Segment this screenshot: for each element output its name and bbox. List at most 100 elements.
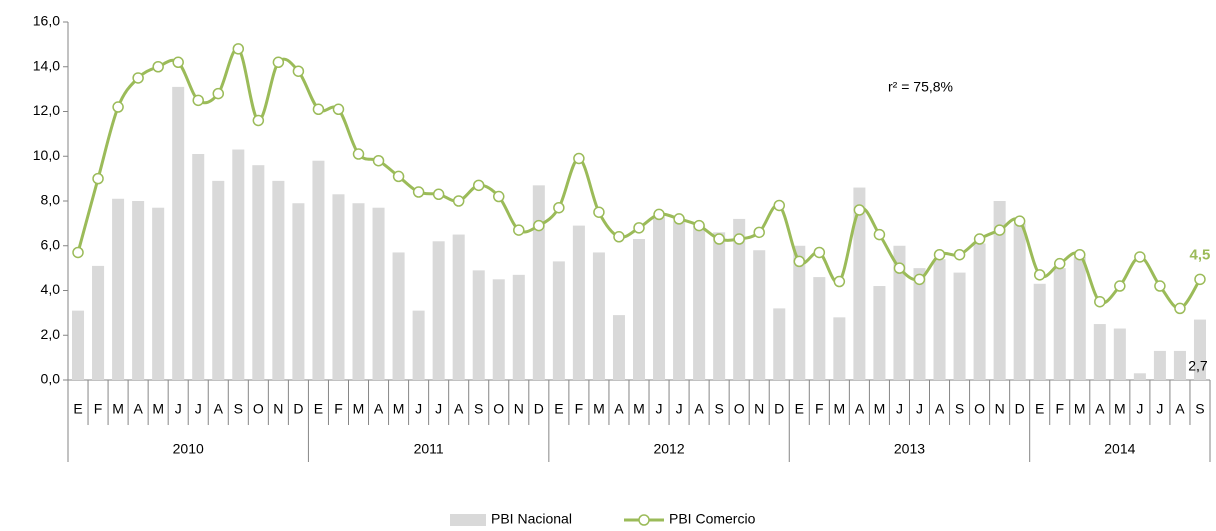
- x-tick-label: F: [815, 401, 824, 417]
- x-tick-label: J: [415, 401, 422, 417]
- line-marker: [733, 233, 745, 245]
- line-marker: [693, 219, 705, 232]
- bar: [72, 310, 85, 380]
- x-tick-label: O: [493, 401, 504, 417]
- line-marker: [272, 56, 285, 69]
- line-marker: [152, 61, 164, 73]
- bar: [973, 243, 986, 380]
- bar: [1053, 268, 1066, 380]
- bar: [1033, 283, 1046, 380]
- x-tick-label: F: [575, 401, 584, 417]
- x-tick-label: M: [593, 401, 605, 417]
- bar: [813, 277, 826, 380]
- x-tick-label: O: [253, 401, 264, 417]
- line-marker: [1033, 269, 1046, 281]
- x-tick-label: M: [1114, 401, 1126, 417]
- bar: [372, 207, 385, 380]
- bar: [392, 252, 405, 380]
- legend-label: PBI Nacional: [491, 511, 572, 527]
- y-tick-label: 2,0: [41, 326, 61, 342]
- line-marker: [312, 103, 325, 116]
- x-tick-label: N: [754, 401, 764, 417]
- line-marker: [533, 219, 545, 232]
- x-tick-label: D: [534, 401, 544, 417]
- bar: [753, 250, 766, 380]
- bar: [1173, 350, 1186, 380]
- bar: [112, 198, 125, 380]
- x-tick-label: E: [1035, 401, 1044, 417]
- x-tick-label: M: [152, 401, 164, 417]
- bar: [953, 272, 966, 380]
- x-tick-label: A: [694, 401, 704, 417]
- y-tick-label: 4,0: [41, 281, 61, 297]
- bar: [833, 317, 846, 380]
- bar: [252, 165, 265, 380]
- bar: [612, 315, 625, 380]
- bar: [673, 221, 686, 380]
- x-tick-label: O: [974, 401, 985, 417]
- x-tick-label: J: [1156, 401, 1163, 417]
- x-tick-label: A: [855, 401, 865, 417]
- line-marker: [973, 233, 986, 245]
- line-marker: [72, 246, 84, 259]
- x-tick-label: A: [374, 401, 384, 417]
- line-marker: [1013, 215, 1026, 227]
- y-tick-label: 16,0: [33, 13, 60, 29]
- line-marker: [573, 152, 585, 165]
- value-label: 2,7: [1188, 357, 1208, 373]
- line-marker: [633, 222, 645, 234]
- line-marker: [913, 273, 926, 286]
- x-tick-label: F: [94, 401, 103, 417]
- y-tick-label: 8,0: [41, 192, 61, 208]
- bar: [933, 259, 946, 380]
- x-tick-label: M: [874, 401, 886, 417]
- line-marker: [1134, 251, 1146, 263]
- x-tick-label: E: [73, 401, 82, 417]
- x-tick-label: S: [955, 401, 964, 417]
- x-tick-label: M: [633, 401, 645, 417]
- value-label: 4,5: [1190, 246, 1211, 263]
- x-tick-label: J: [896, 401, 903, 417]
- bar: [432, 241, 445, 380]
- bar: [172, 86, 185, 380]
- line-marker: [833, 275, 846, 288]
- line-marker: [432, 188, 445, 201]
- legend-label: PBI Comercio: [669, 511, 756, 527]
- x-tick-label: D: [1015, 401, 1025, 417]
- bar: [292, 203, 305, 380]
- x-tick-label: J: [676, 401, 683, 417]
- line-marker: [933, 248, 946, 261]
- bar: [192, 154, 205, 380]
- line-marker: [112, 101, 124, 113]
- bar: [352, 203, 365, 380]
- x-tick-label: D: [774, 401, 784, 417]
- bar: [1093, 324, 1106, 380]
- x-tick-label: M: [353, 401, 365, 417]
- line-marker: [953, 248, 966, 261]
- year-label: 2012: [653, 441, 684, 457]
- bar: [212, 180, 225, 380]
- bar: [272, 180, 285, 380]
- line-marker: [793, 255, 806, 268]
- x-tick-label: J: [195, 401, 202, 417]
- x-tick-label: M: [393, 401, 405, 417]
- x-tick-label: J: [916, 401, 923, 417]
- line-marker: [1154, 280, 1166, 292]
- year-label: 2014: [1104, 441, 1135, 457]
- x-tick-label: M: [1074, 401, 1086, 417]
- line-marker: [813, 246, 826, 259]
- x-tick-label: J: [175, 401, 182, 417]
- bar: [713, 232, 726, 380]
- bar: [893, 245, 906, 380]
- x-tick-label: S: [234, 401, 243, 417]
- bar: [1133, 373, 1146, 380]
- y-tick-label: 10,0: [33, 147, 60, 163]
- line-marker: [132, 72, 144, 84]
- line-marker: [893, 262, 906, 274]
- bar: [572, 225, 585, 380]
- y-tick-label: 14,0: [33, 57, 60, 73]
- line-marker: [1114, 280, 1126, 292]
- bar: [1073, 256, 1086, 380]
- x-tick-label: A: [1175, 401, 1185, 417]
